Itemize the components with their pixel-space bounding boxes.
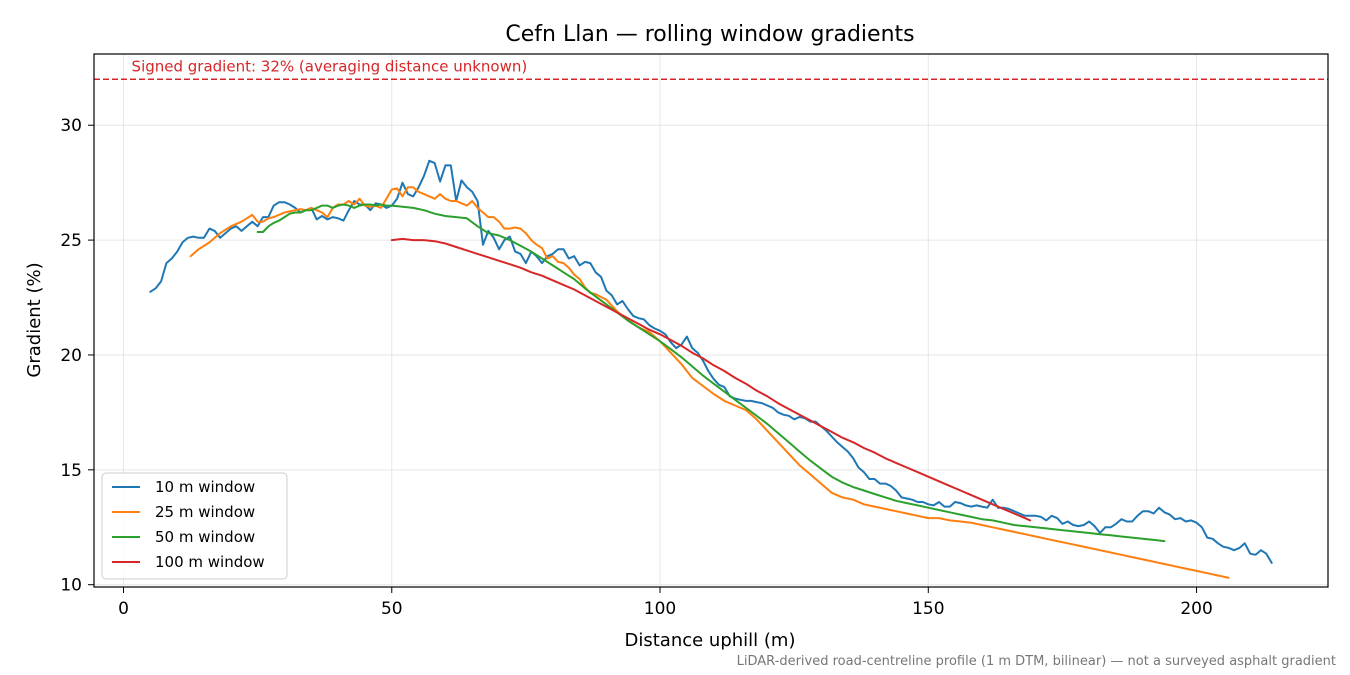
x-axis-ticks: 0 50 100 150 200	[118, 587, 1213, 619]
y-axis-ticks: 10 15 20 25 30	[60, 116, 94, 596]
chart-title: Cefn Llan — rolling window gradients	[505, 22, 914, 47]
x-tick-label: 200	[1180, 599, 1212, 619]
x-tick-label: 0	[118, 599, 129, 619]
x-axis-label: Distance uphill (m)	[625, 630, 796, 651]
legend-label: 10 m window	[155, 478, 255, 496]
footnote: LiDAR-derived road-centreline profile (1…	[737, 654, 1336, 669]
x-tick-label: 50	[381, 599, 403, 619]
series-line-3	[256, 203, 1166, 543]
plot-frame	[93, 53, 1329, 588]
x-tick-label: 150	[912, 599, 944, 619]
y-tick-label: 25	[60, 231, 82, 251]
series-line-2	[189, 186, 1230, 579]
legend-box	[101, 472, 288, 580]
y-tick-label: 10	[60, 576, 82, 596]
y-axis-label: Gradient (%)	[24, 262, 45, 377]
y-tick-label: 15	[60, 461, 82, 481]
y-tick-label: 30	[60, 116, 82, 136]
signed-gradient-annotation: Signed gradient: 32% (averaging distance…	[132, 57, 528, 75]
y-tick-label: 20	[60, 346, 82, 366]
series-line-1	[149, 159, 1273, 564]
legend-label: 25 m window	[155, 503, 255, 521]
legend-label: 50 m window	[155, 528, 255, 546]
legend-label: 100 m window	[155, 553, 265, 571]
reference-layer: Signed gradient: 32% (averaging distance…	[94, 57, 1328, 81]
series-line-4	[390, 237, 1032, 522]
x-tick-label: 100	[644, 599, 676, 619]
grid-layer	[94, 54, 1328, 587]
legend: 10 m window 25 m window 50 m window 100 m w…	[101, 472, 288, 580]
series-layer	[149, 159, 1273, 579]
